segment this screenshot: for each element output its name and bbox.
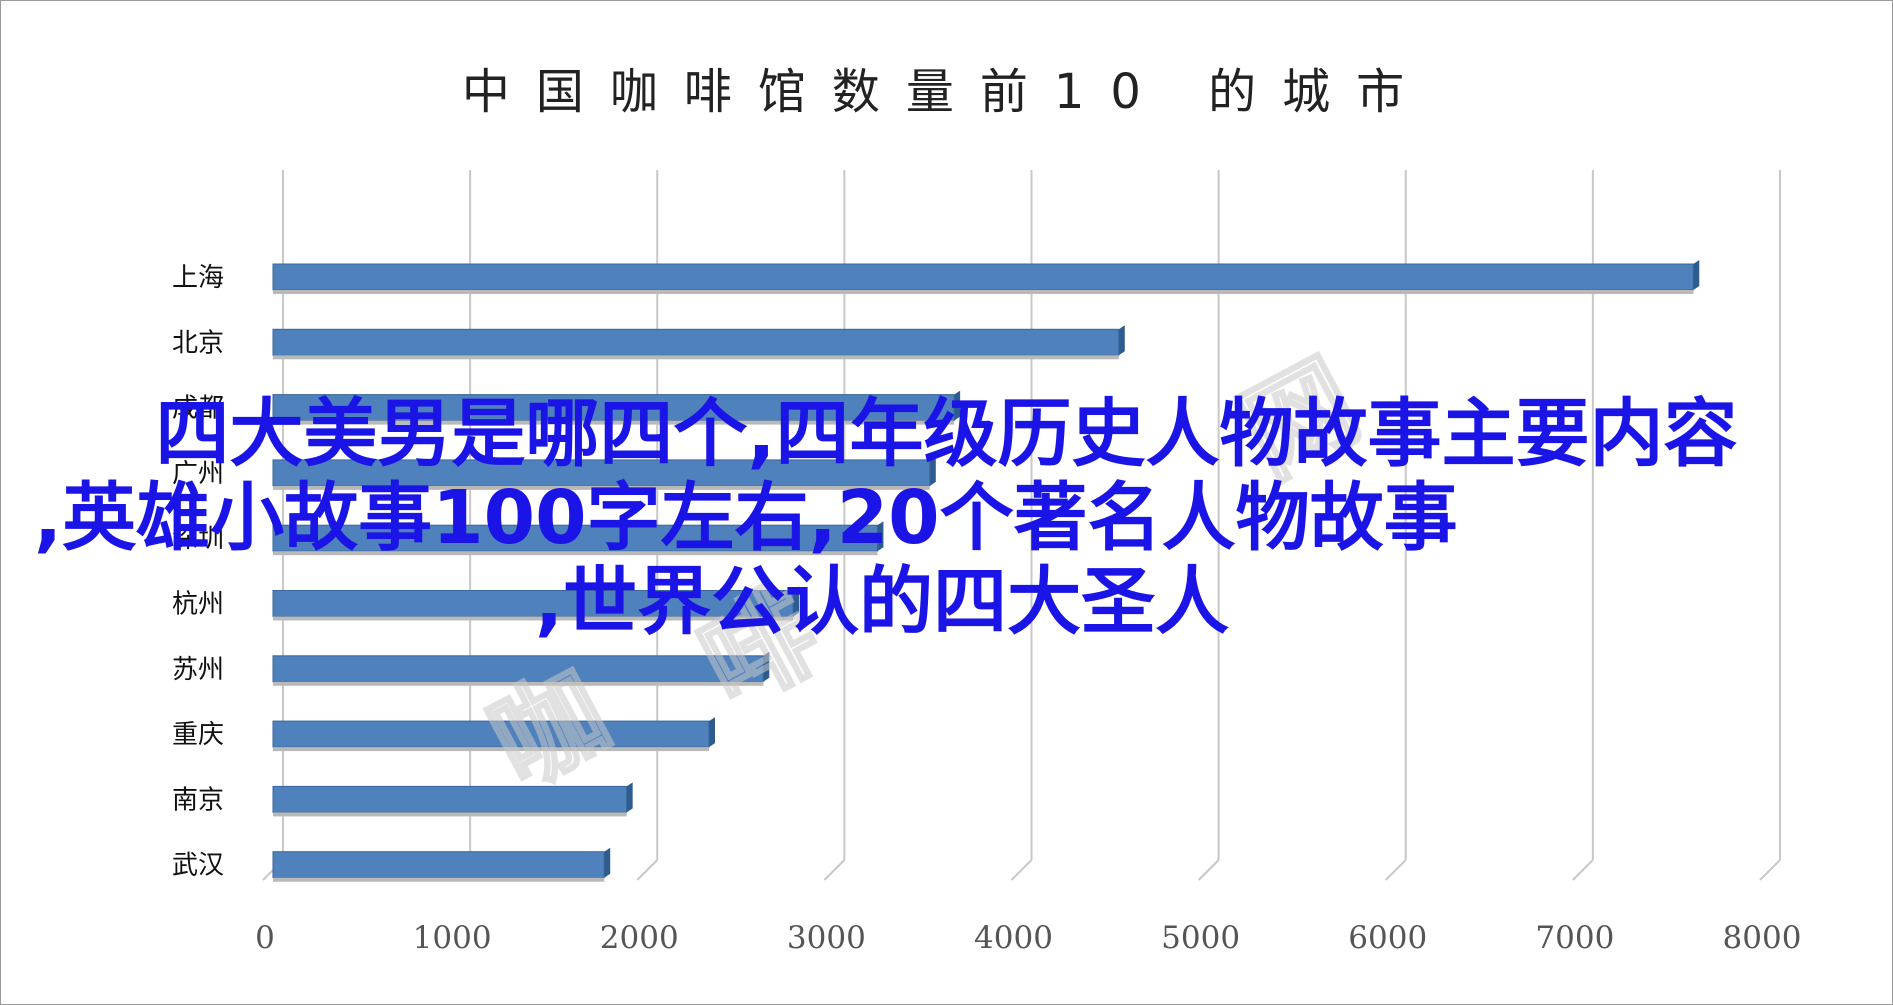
bar [272,782,633,817]
bar-side [793,586,800,617]
bar-face [272,655,764,683]
overlay-line-1: 四大美男是哪四个,四年级历史人物故事主要内容 [155,391,1738,477]
bar-face [272,328,1120,356]
bar-shadow [273,812,627,817]
bar-layer [272,260,1700,882]
bar-side [604,847,611,878]
bar-side [1118,325,1125,356]
bar-face [272,263,1694,291]
category-label: 北京 [172,328,224,358]
gridline-foot [823,859,846,881]
bar [272,717,716,752]
bar-face [272,524,878,552]
x-tick-label: 0 [255,920,275,956]
bar-side [709,717,716,748]
gridline-foot [1572,859,1594,881]
bar [272,455,936,490]
bar [272,651,770,686]
x-tick-label: 7000 [1535,920,1614,956]
category-label: 广州 [172,459,224,489]
category-label: 南京 [172,785,224,815]
category-label: 杭州 [172,590,224,620]
x-tick-label: 5000 [1161,920,1240,956]
gridline-foot [636,859,658,881]
bar [272,586,800,621]
bar [272,260,1700,294]
gridline-foot [1010,859,1033,881]
category-label: 重庆 [172,720,224,750]
gridline-foot [1385,859,1407,881]
bar-shadow [273,420,955,425]
overlay-line-3: ,世界公认的四大圣人 [535,559,1230,645]
chart-title: 中国咖啡馆数量前10 的城市 [462,64,1430,120]
bar-side [626,782,633,813]
gridline-foot [1197,859,1220,881]
bar-side [1693,260,1700,290]
x-tick-label: 1000 [413,920,492,956]
bar-face [272,785,628,813]
x-tick-label: 8000 [1723,920,1802,956]
x-tick-label: 2000 [600,920,679,956]
x-tick-label: 3000 [787,920,866,956]
category-label: 苏州 [172,655,224,685]
bar-face [272,394,955,422]
category-label: 成都 [172,394,224,424]
bar-shadow [273,551,878,556]
bar [272,521,884,556]
category-label: 深圳 [172,524,224,554]
bar-side [929,455,936,486]
bar-shadow [273,877,605,882]
overlay-line-2: ,英雄小故事100字左右,20个著名人物故事 [34,475,1458,561]
bar [272,847,611,882]
bar-face [272,720,710,748]
gridline-foot [1759,859,1781,881]
bar-face [272,590,794,617]
bar-shadow [273,616,794,621]
x-tick-label: 6000 [1348,920,1427,956]
bar-shadow [273,290,1694,294]
bar-face [272,459,931,487]
x-axis-tick-labels: 0 1000 2000 3000 4000 5000 6000 7000 8000 [255,920,1801,956]
bar [272,390,961,425]
bar-side [954,390,961,421]
bar-side [877,521,884,552]
bar-shadow [273,355,1119,360]
bar-side [763,651,770,682]
bar-shadow [273,747,710,752]
bar [272,325,1125,360]
bar-face [272,851,605,879]
bar-shadow [273,681,764,686]
x-tick-label: 4000 [974,920,1053,956]
bar-shadow [273,485,930,490]
category-label: 上海 [172,263,224,293]
category-label: 武汉 [172,851,224,881]
